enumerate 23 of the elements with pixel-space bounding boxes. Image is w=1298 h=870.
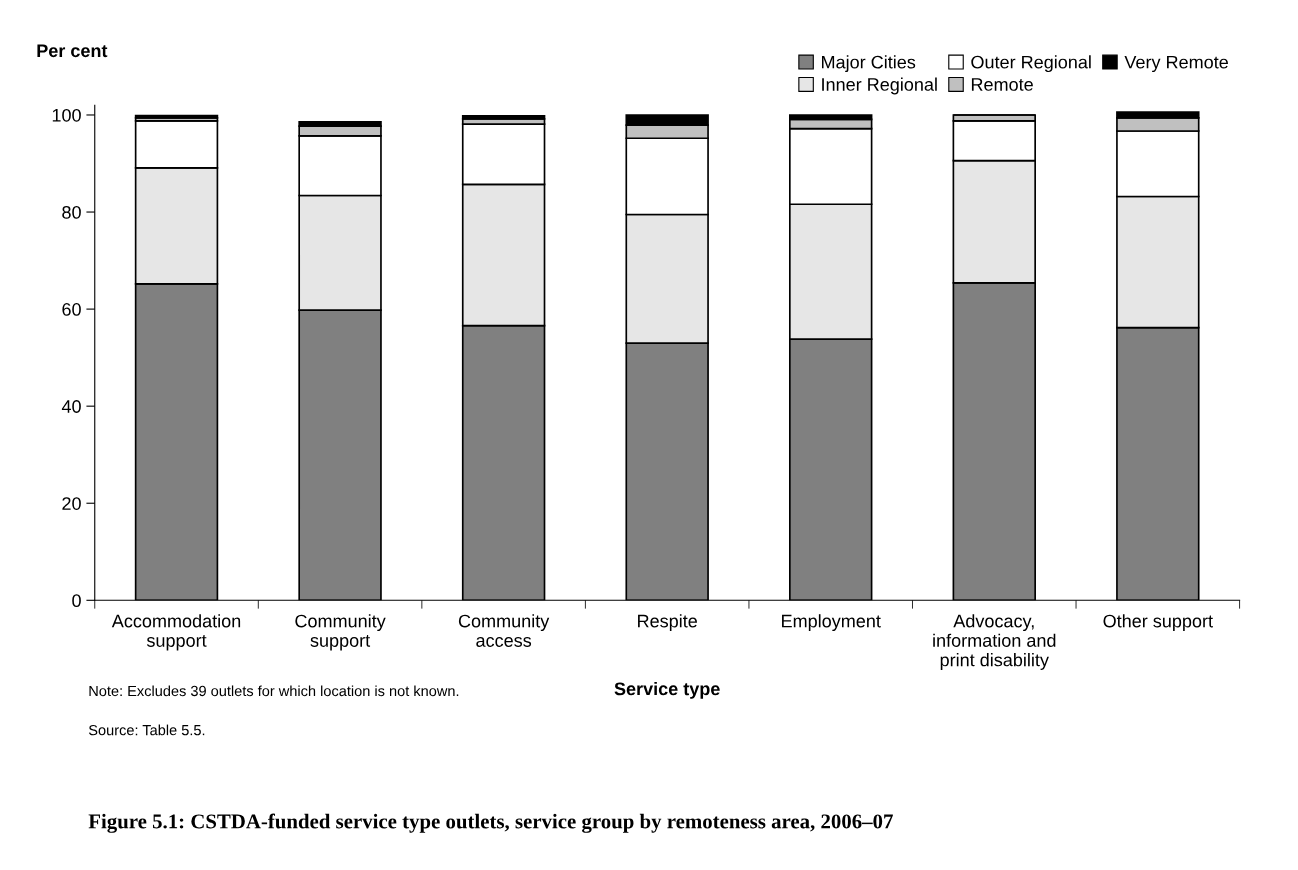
y-tick-label: 0 (72, 594, 81, 608)
legend-label: Major Cities (822, 55, 916, 73)
x-tick-label: Employment (782, 614, 881, 632)
y-tick-label: 80 (62, 205, 81, 219)
x-tick-label: Respite (638, 614, 697, 632)
y-tick-label: 100 (52, 108, 81, 122)
y-axis-title: Per cent (37, 44, 108, 58)
source-note: Source: Table 5.5. (88, 724, 205, 736)
legend-label: Remote (971, 78, 1033, 91)
legend-label: Inner Regional (822, 77, 937, 95)
y-tick-label: 60 (62, 303, 81, 316)
x-tick-label: Community access (458, 614, 550, 647)
y-tick-label: 40 (61, 400, 81, 413)
x-tick-label: Accommodation support (111, 614, 241, 651)
text: Note: Excludes 39 outlets for which location is not known. (89, 685, 459, 697)
x-tick-label: Other support (1103, 614, 1213, 632)
x-axis-title: Service type (614, 681, 720, 699)
x-tick-label: Advocacy, information and print disability (933, 614, 1056, 670)
y-tick-label: 20 (62, 497, 81, 510)
legend-label: Outer Regional (971, 55, 1091, 73)
text: Figure 5.1: CSTDA-funded service type outlets, service group by remoteness area, 2006–07 (88, 813, 893, 833)
legend-label: Very Remote (1124, 55, 1228, 73)
x-tick-label: Community support (295, 614, 386, 651)
